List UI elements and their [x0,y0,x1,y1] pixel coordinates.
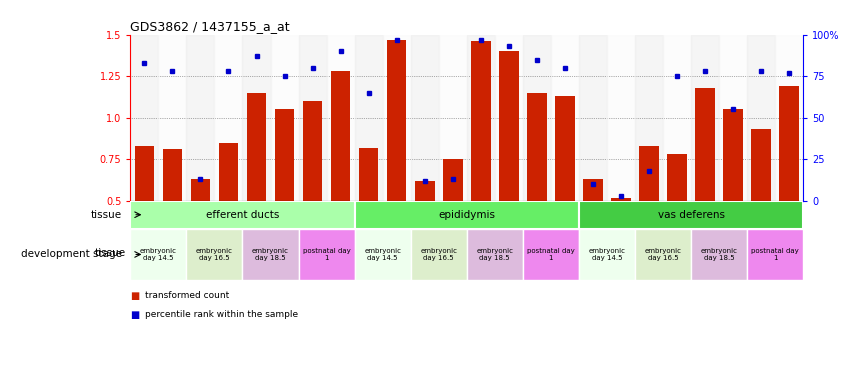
Text: embryonic
day 18.5: embryonic day 18.5 [476,248,513,261]
Bar [611,197,631,201]
Bar [523,228,579,280]
Bar [555,96,574,201]
Bar [410,35,439,201]
Bar [303,101,322,201]
Bar [187,35,214,201]
Bar [387,40,406,201]
Bar [527,93,547,201]
Bar [410,228,467,280]
Text: postnatal day
1: postnatal day 1 [751,248,799,261]
Bar [242,228,299,280]
Text: embryonic
day 18.5: embryonic day 18.5 [252,248,289,261]
Text: embryonic
day 16.5: embryonic day 16.5 [644,248,681,261]
Text: embryonic
day 14.5: embryonic day 14.5 [140,248,177,261]
Bar [355,228,410,280]
Bar [439,35,467,201]
Bar [130,201,355,228]
Text: epididymis: epididymis [438,210,495,220]
Bar [443,159,463,201]
Bar [135,146,154,201]
Bar [471,41,490,201]
Bar [130,228,187,280]
Bar [383,35,410,201]
Bar [663,35,691,201]
Bar [747,35,775,201]
Bar [691,228,747,280]
Bar [219,143,238,201]
Bar [696,88,715,201]
Bar [299,228,355,280]
Bar [162,149,182,201]
Bar [579,228,635,280]
Bar [747,228,803,280]
Bar [551,35,579,201]
Bar [191,179,210,201]
Text: transformed count: transformed count [145,291,230,300]
Text: postnatal day
1: postnatal day 1 [527,248,574,261]
Bar [639,146,659,201]
Bar [355,201,579,228]
Bar [691,35,719,201]
Bar [158,35,187,201]
Bar [583,179,603,201]
Bar [275,109,294,201]
Bar [299,35,326,201]
Bar [579,201,803,228]
Text: ■: ■ [130,291,140,301]
Bar [635,228,691,280]
Text: percentile rank within the sample: percentile rank within the sample [145,310,299,319]
Bar [331,71,351,201]
Bar [523,35,551,201]
Text: embryonic
day 16.5: embryonic day 16.5 [420,248,458,261]
Text: efferent ducts: efferent ducts [206,210,279,220]
Bar [246,93,267,201]
Text: vas deferens: vas deferens [658,210,725,220]
Text: GDS3862 / 1437155_a_at: GDS3862 / 1437155_a_at [130,20,290,33]
Bar [499,51,519,201]
Bar [326,35,355,201]
Bar [242,35,271,201]
Bar [723,109,743,201]
Bar [635,35,663,201]
Text: development stage: development stage [21,250,122,260]
Bar [467,35,495,201]
Bar [359,147,378,201]
Bar [271,35,299,201]
Text: ■: ■ [130,310,140,320]
Text: tissue: tissue [91,210,122,220]
Text: embryonic
day 18.5: embryonic day 18.5 [701,248,738,261]
Text: tissue: tissue [95,248,126,258]
Bar [751,129,771,201]
Bar [415,181,435,201]
Text: embryonic
day 16.5: embryonic day 16.5 [196,248,233,261]
Bar [667,154,687,201]
Text: postnatal day
1: postnatal day 1 [303,248,351,261]
Bar [130,35,158,201]
Text: embryonic
day 14.5: embryonic day 14.5 [589,248,626,261]
Bar [719,35,747,201]
Bar [579,35,607,201]
Bar [607,35,635,201]
Text: embryonic
day 14.5: embryonic day 14.5 [364,248,401,261]
Bar [467,228,523,280]
Bar [495,35,523,201]
Bar [214,35,242,201]
Bar [187,228,242,280]
Bar [780,86,799,201]
Bar [355,35,383,201]
Bar [775,35,803,201]
